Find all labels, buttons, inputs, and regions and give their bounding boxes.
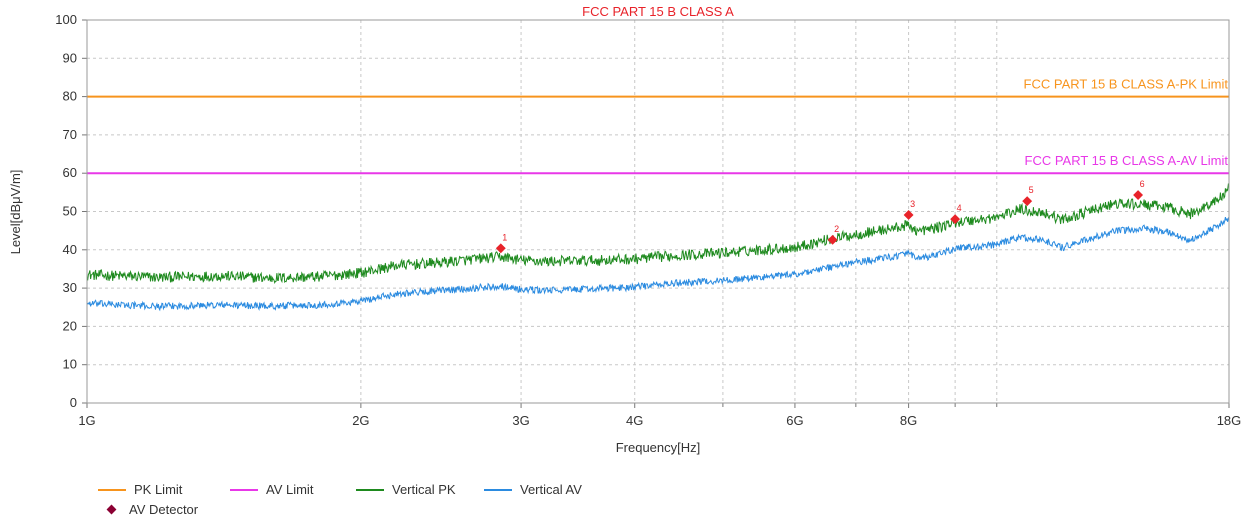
- legend-swatch: [356, 488, 384, 491]
- marker-number: 1: [502, 232, 507, 242]
- legend-item-pk-limit: PK Limit: [98, 482, 182, 497]
- marker-number: 5: [1029, 185, 1034, 195]
- plot-frame: [86, 19, 1230, 404]
- av-detector-marker: [495, 243, 506, 254]
- y-axis-ticks: 0 10 20 30 40 50 60 70 80 90 100: [55, 12, 87, 410]
- legend-item-vertical-pk: Vertical PK: [356, 482, 456, 497]
- x-tick-label: 6G: [786, 413, 803, 428]
- legend-item-vertical-av: Vertical AV: [484, 482, 582, 497]
- legend-label: PK Limit: [134, 482, 183, 497]
- av-detector-marker: [1022, 196, 1033, 207]
- x-axis-ticks: 1G 2G 3G 4G 6G 8G 18G: [78, 403, 1241, 428]
- legend-swatch: [98, 488, 126, 491]
- av-detector-marker: [950, 214, 961, 225]
- x-tick-label: 8G: [900, 413, 917, 428]
- av-detector-markers: 1 2 3 4 5 6: [495, 179, 1145, 254]
- y-tick-label: 80: [63, 89, 77, 104]
- y-tick-label: 40: [63, 242, 77, 257]
- y-tick-label: 20: [63, 318, 77, 333]
- legend-swatch: [230, 488, 258, 491]
- legend-label: AV Detector: [129, 502, 199, 517]
- marker-number: 2: [834, 224, 839, 234]
- y-tick-label: 60: [63, 165, 77, 180]
- legend-label: Vertical PK: [392, 482, 456, 497]
- av-detector-marker: [827, 234, 838, 245]
- legend-swatch: [106, 504, 117, 515]
- legend-swatch: [484, 488, 512, 491]
- chart-title: FCC PART 15 B CLASS A: [582, 4, 734, 19]
- y-tick-label: 100: [55, 12, 77, 27]
- y-tick-label: 10: [63, 357, 77, 372]
- legend-item-av-limit: AV Limit: [230, 482, 313, 497]
- x-tick-label: 4G: [626, 413, 643, 428]
- x-tick-label: 1G: [78, 413, 95, 428]
- av-limit-label: FCC PART 15 B CLASS A-AV Limit: [1025, 153, 1229, 168]
- marker-number: 4: [957, 203, 962, 213]
- x-tick-label: 3G: [512, 413, 529, 428]
- legend-item-av-detector: AV Detector: [98, 502, 198, 517]
- vertical-av-trace: [86, 216, 1230, 312]
- pk-limit-label: FCC PART 15 B CLASS A-PK Limit: [1024, 77, 1229, 92]
- vertical-pk-trace: [86, 182, 1230, 285]
- av-detector-marker: [903, 209, 914, 220]
- limit-lines: FCC PART 15 B CLASS A-PK Limit FCC PART 1…: [87, 77, 1229, 175]
- x-tick-label: 18G: [1217, 413, 1242, 428]
- y-axis-label: Level[dBμV/m]: [8, 170, 23, 255]
- legend-label: AV Limit: [266, 482, 314, 497]
- av-detector-marker: [1133, 190, 1144, 200]
- y-tick-label: 30: [63, 280, 77, 295]
- legend-label: Vertical AV: [520, 482, 582, 497]
- x-tick-label: 2G: [352, 413, 369, 428]
- marker-number: 6: [1140, 179, 1145, 189]
- y-tick-label: 70: [63, 127, 77, 142]
- y-tick-label: 50: [63, 204, 77, 219]
- marker-number: 3: [910, 199, 915, 209]
- x-axis-label: Frequency[Hz]: [616, 440, 701, 455]
- y-tick-label: 0: [70, 395, 77, 410]
- y-tick-label: 90: [63, 50, 77, 65]
- data-series: [86, 182, 1230, 312]
